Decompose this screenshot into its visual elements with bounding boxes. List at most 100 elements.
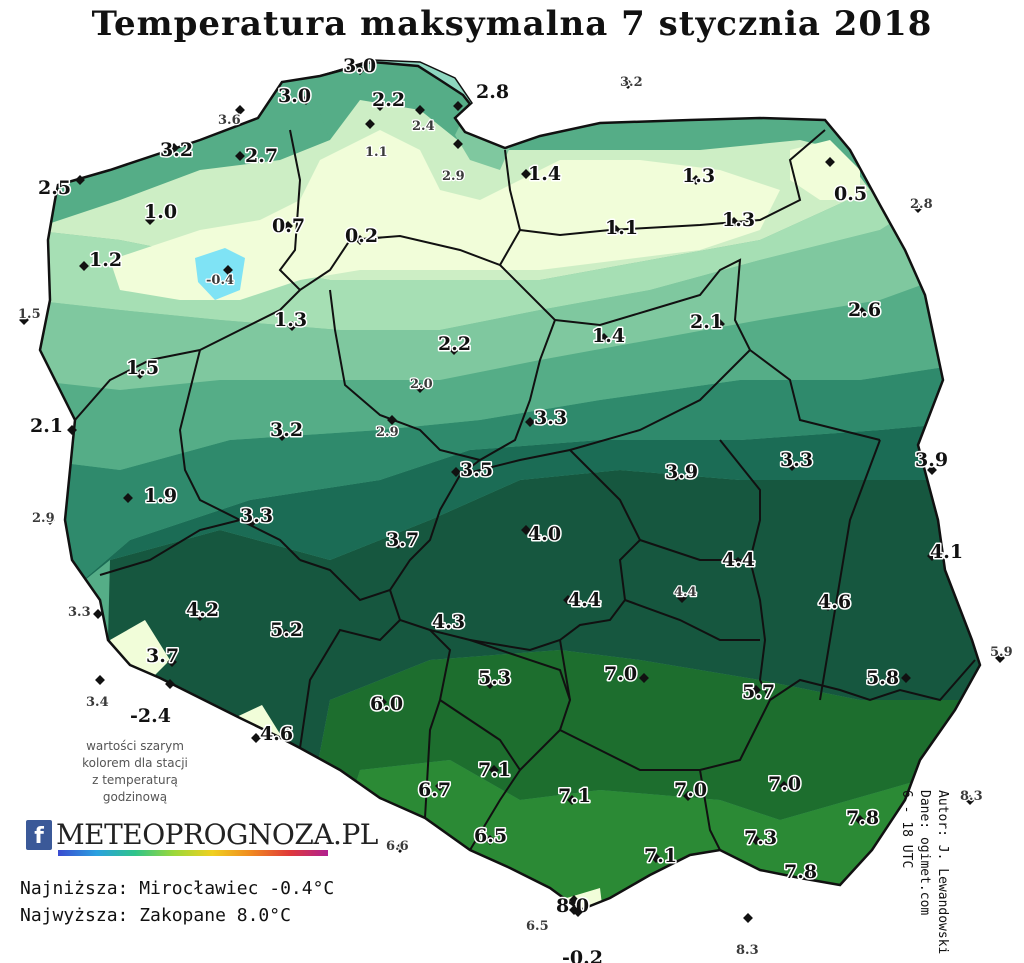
facebook-icon[interactable]: f [26,820,52,850]
station-marker-icon [857,307,867,317]
station-temperature-label: 2.4 [412,119,435,134]
meteoprognoza-logo[interactable]: f METEOPROGNOZA.PL [22,818,378,858]
station-marker-icon [927,551,937,561]
station-marker-icon [563,595,573,605]
station-temperature-label: 3.0 [278,85,311,107]
station-temperature-label: 2.2 [372,89,405,111]
station-temperature-label: 2.1 [690,311,723,333]
station-marker-icon [287,321,297,331]
station-temperature-label: 7.0 [604,663,637,685]
station-temperature-label: 3.4 [86,695,109,710]
station-temperature-label: 2.9 [32,511,55,526]
station-marker-icon [733,557,743,567]
station-marker-icon [449,345,459,355]
temperature-band [40,260,980,470]
temperature-band [790,140,860,200]
station-temperature-label: 7.1 [558,785,591,807]
temperature-band [40,160,980,390]
station-marker-icon [393,539,403,549]
station-temperature-label: 7.1 [478,759,511,781]
station-marker-icon [671,471,681,481]
temperature-band [195,248,245,300]
station-temperature-label: 4.1 [930,541,963,563]
station-temperature-label: 7.1 [644,845,677,867]
station-temperature-label: 3.2 [270,419,303,441]
station-temperature-label: 2.8 [476,81,509,103]
station-marker-icon [639,673,649,683]
station-marker-icon [927,465,937,475]
station-marker-icon [169,143,179,153]
temperature-band [100,470,980,910]
station-temperature-label: 5.7 [742,681,775,703]
station-temperature-label: 6.6 [386,839,409,854]
lowest-temperature: Najniższa: Mirocławiec -0.4°C [20,878,335,899]
station-marker-icon [453,139,463,149]
temperature-band [110,130,780,300]
station-marker-icon [45,515,55,525]
station-marker-icon [95,675,105,685]
station-temperature-label: 6.5 [474,825,507,847]
station-temperature-label: 1.3 [274,309,307,331]
station-marker-icon [451,467,461,477]
station-temperature-label: 1.1 [365,145,388,160]
station-marker-icon [611,225,621,235]
station-temperature-label: 4.6 [260,723,293,745]
station-marker-icon [807,867,817,877]
station-marker-icon [521,169,531,179]
station-temperature-label: 4.0 [528,523,561,545]
station-marker-icon [251,733,261,743]
station-temperature-label: 2.6 [848,299,881,321]
station-temperature-label: 2.8 [910,197,933,212]
station-marker-icon [489,765,499,775]
station-temperature-label: 8.3 [960,789,983,804]
station-marker-icon [995,653,1005,663]
credits: Autor: J. Lewandowski Dane: ogimet.com 6… [880,790,960,954]
station-temperature-label: 0.7 [272,215,305,237]
station-temperature-label: 3.7 [146,645,179,667]
station-marker-icon [247,517,257,527]
station-temperature-label: 3.5 [460,459,493,481]
station-marker-icon [223,265,233,275]
station-temperature-label: 3.3 [534,407,567,429]
station-marker-icon [599,333,609,343]
station-temperature-label: -2.4 [130,705,171,727]
highest-temperature: Najwyższa: Zakopane 8.0°C [20,905,291,926]
station-marker-icon [235,105,245,115]
station-temperature-label: 6.0 [370,693,403,715]
station-temperature-label: 1.1 [605,217,638,239]
station-marker-icon [569,895,579,905]
station-temperature-label: 5.3 [478,667,511,689]
station-temperature-label: 7.8 [846,807,879,829]
station-temperature-label: 3.9 [665,461,698,483]
station-temperature-label: 8.0 [556,895,589,917]
station-marker-icon [683,791,693,801]
station-marker-icon [651,853,661,863]
station-temperature-label: 0.2 [345,225,378,247]
station-temperature-label: 7.8 [784,861,817,883]
station-marker-icon [235,151,245,161]
station-temperature-label: 3.7 [386,529,419,551]
station-temperature-label: 1.3 [722,209,755,231]
station-temperature-label: 1.3 [682,165,715,187]
credit-data-source: Dane: ogimet.com [917,790,932,916]
station-marker-icon [743,913,753,923]
station-marker-icon [779,781,789,791]
station-temperature-label: 5.8 [866,667,899,689]
map-title: Temperatura maksymalna 7 stycznia 2018 [91,4,933,44]
station-marker-icon [283,221,293,231]
station-temperature-label: 2.7 [245,145,278,167]
station-marker-icon [567,795,577,805]
station-temperature-label: 4.3 [432,611,465,633]
legend-note-line: wartości szarym [86,739,184,753]
station-temperature-label: 1.9 [144,485,177,507]
station-marker-icon [75,175,85,185]
station-temperature-label: 6.5 [526,919,549,934]
station-temperature-label: -0.4 [206,273,234,288]
legend-note: wartości szarym kolorem dla stacji z tem… [70,738,200,806]
station-marker-icon [277,431,287,441]
credit-author: Autor: J. Lewandowski [935,790,950,955]
station-marker-icon [415,383,425,393]
station-marker-icon [165,679,175,689]
station-temperature-label: 5.9 [990,645,1013,660]
